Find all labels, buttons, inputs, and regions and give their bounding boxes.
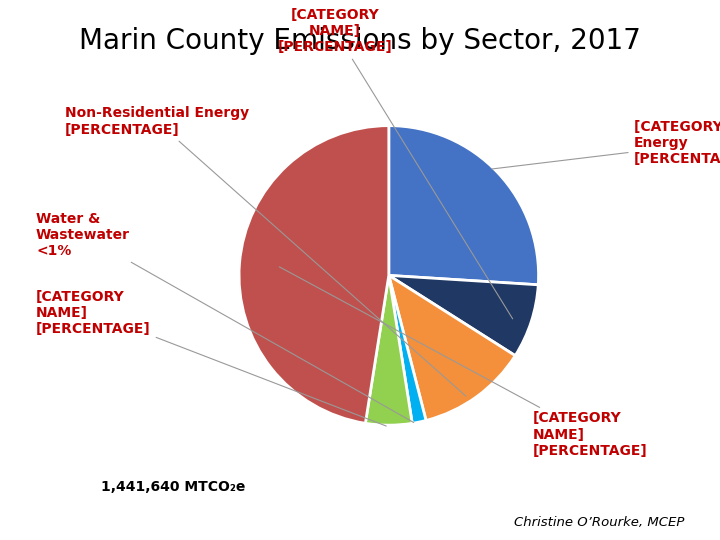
Text: [CATEGORY
NAME]
[PERCENTAGE]: [CATEGORY NAME] [PERCENTAGE] xyxy=(36,290,386,426)
Text: Water &
Wastewater
<1%: Water & Wastewater <1% xyxy=(36,212,414,422)
Text: Christine O’Rourke, MCEP: Christine O’Rourke, MCEP xyxy=(513,516,684,529)
Wedge shape xyxy=(389,275,539,356)
Text: Non-Residential Energy
[PERCENTAGE]: Non-Residential Energy [PERCENTAGE] xyxy=(65,106,466,396)
Text: [CATEGORY NAME]
Energy
[PERCENTAGE]: [CATEGORY NAME] Energy [PERCENTAGE] xyxy=(492,120,720,169)
Wedge shape xyxy=(389,275,426,423)
Text: [CATEGORY
NAME]
[PERCENTAGE]: [CATEGORY NAME] [PERCENTAGE] xyxy=(279,267,647,458)
Wedge shape xyxy=(389,275,516,421)
Wedge shape xyxy=(239,126,389,423)
Text: [CATEGORY
NAME]
[PERCENTAGE]: [CATEGORY NAME] [PERCENTAGE] xyxy=(277,8,513,319)
Wedge shape xyxy=(365,275,413,425)
Text: 1,441,640 MTCO₂e: 1,441,640 MTCO₂e xyxy=(101,480,245,494)
Wedge shape xyxy=(389,126,539,285)
Text: Marin County Emissions by Sector, 2017: Marin County Emissions by Sector, 2017 xyxy=(79,27,641,55)
